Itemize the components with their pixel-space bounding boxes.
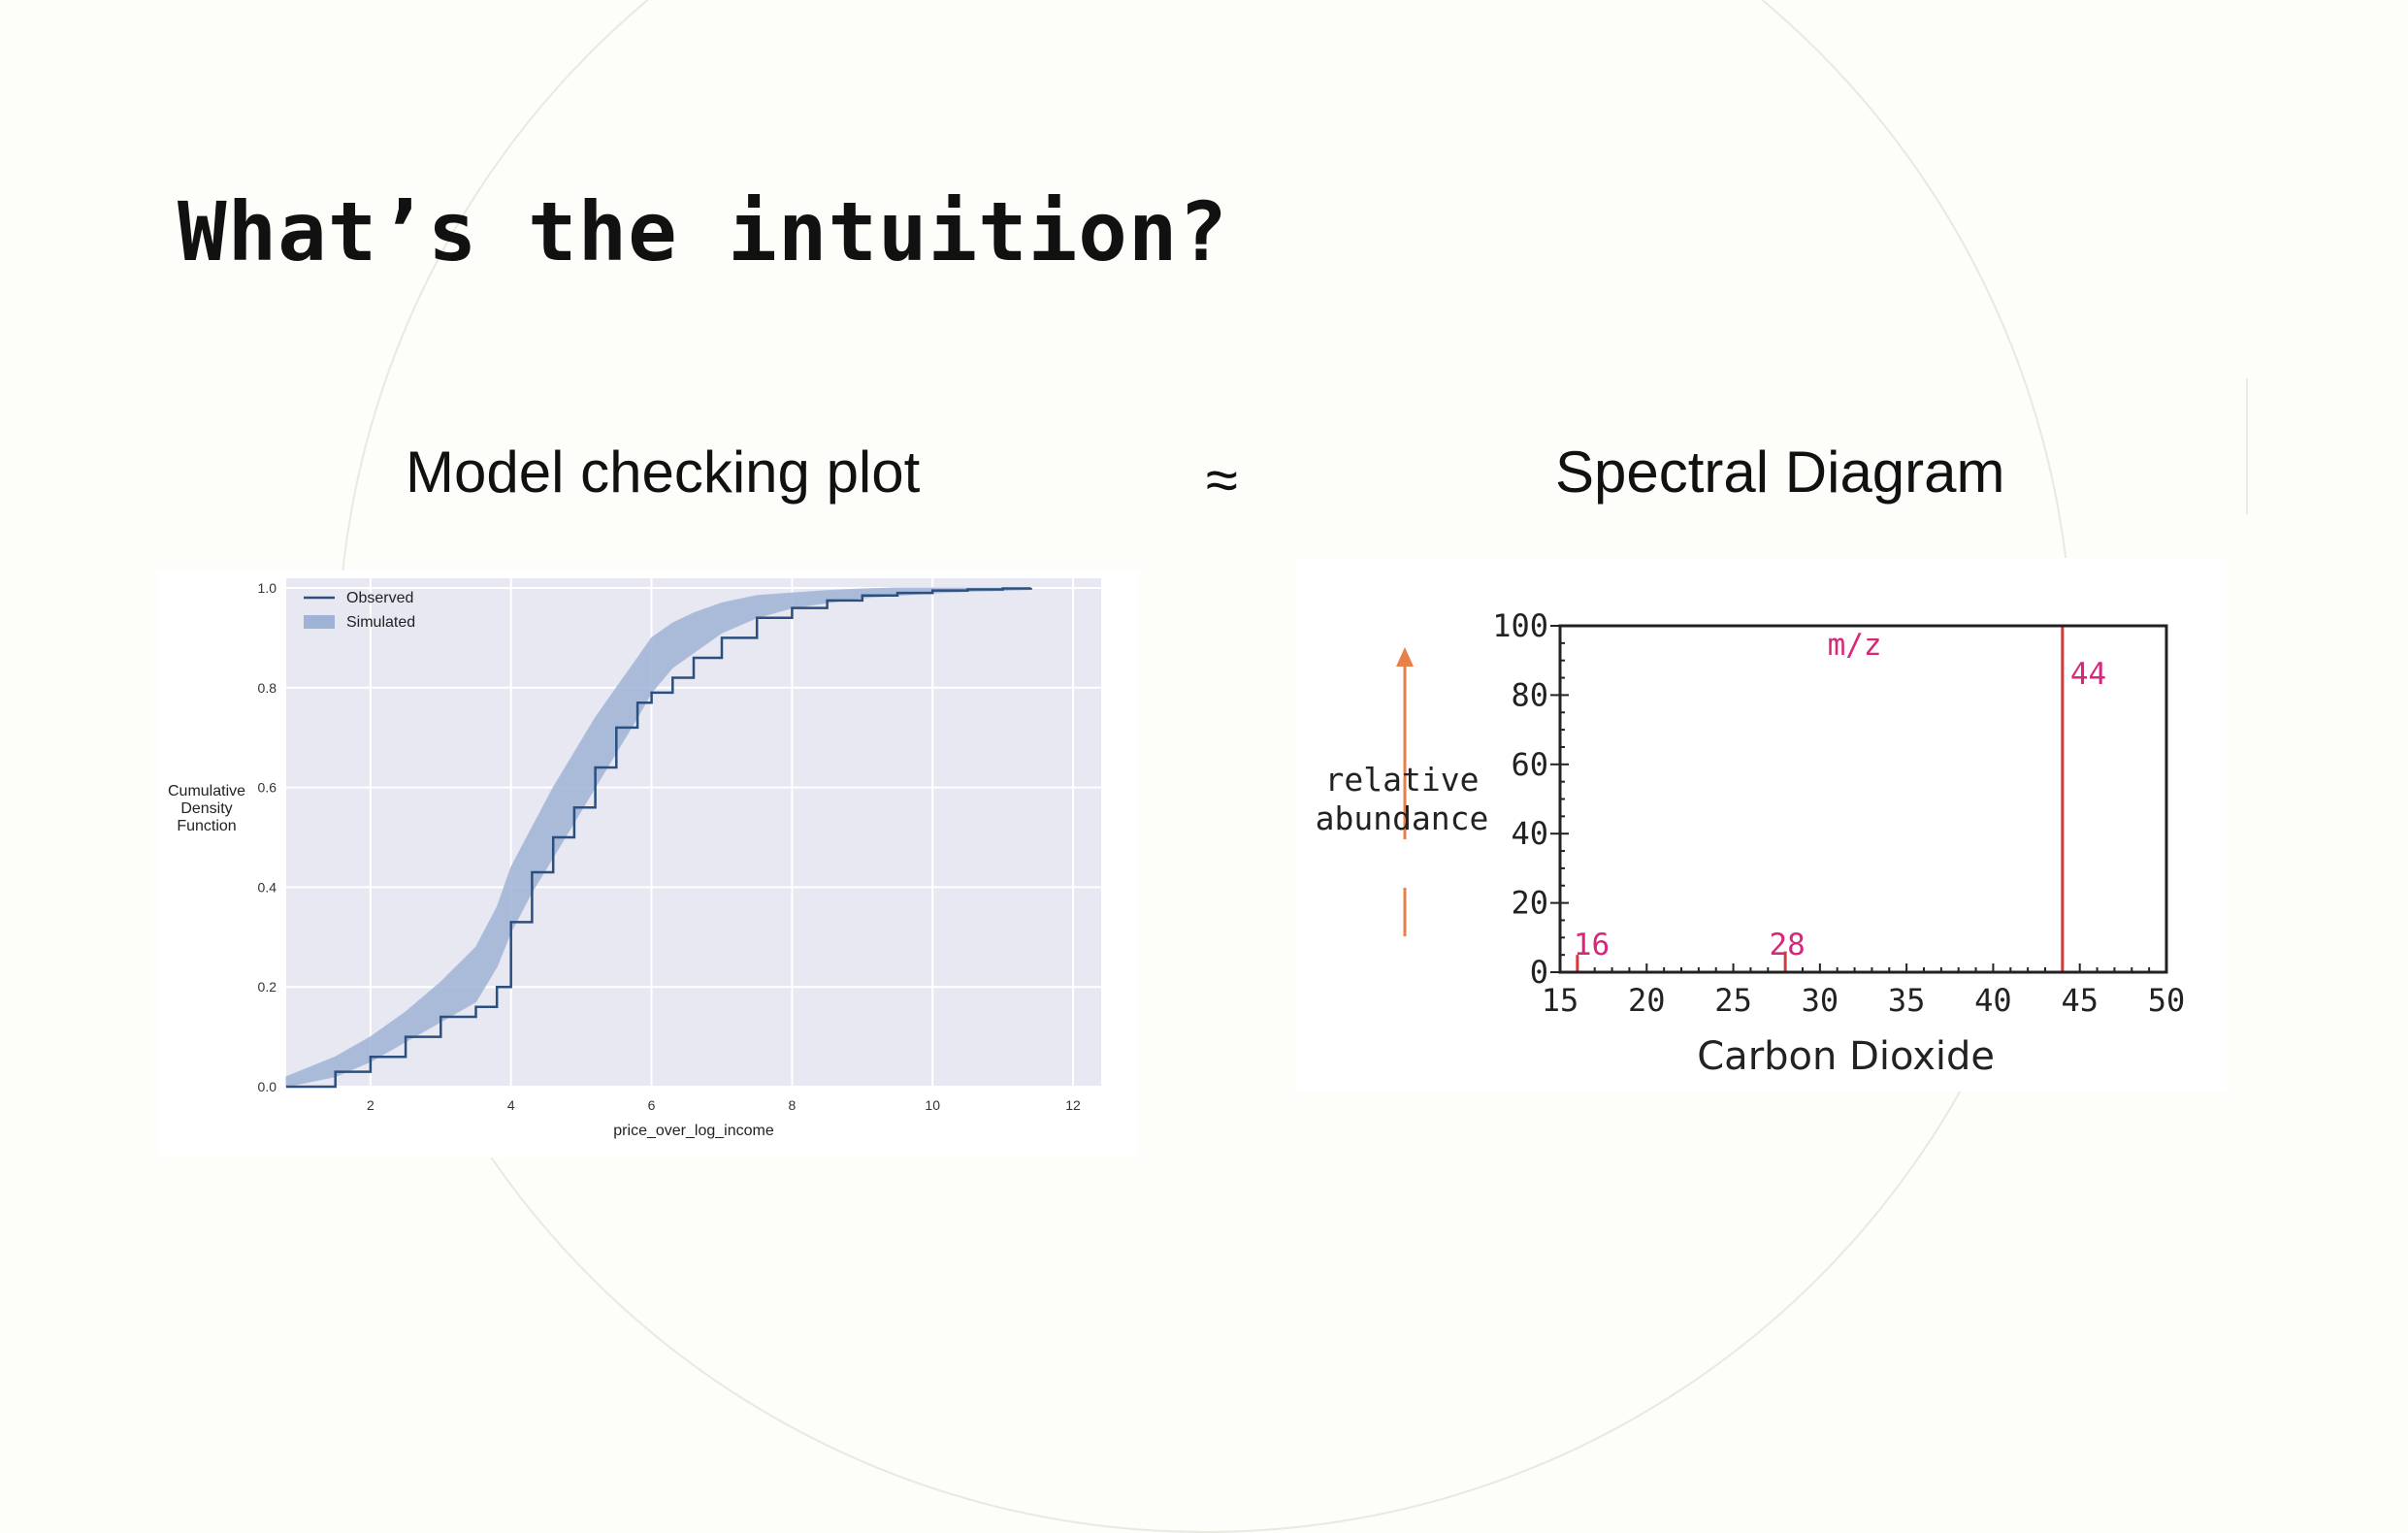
cdf-x-tick-label: 2 [367,1097,374,1113]
cdf-x-tick-label: 8 [788,1097,796,1113]
cdf-x-tick-label: 12 [1065,1097,1081,1113]
cdf-x-tick-label: 4 [507,1097,515,1113]
spectrum-y-tick-label: 100 [1492,607,1548,644]
spectrum-y-axis-label: relative [1325,761,1480,799]
spectrum-chart-background [1295,558,2227,1092]
spectrum-x-tick-label: 20 [1628,982,1666,1019]
cdf-y-tick-label: 0.0 [258,1079,277,1094]
cdf-y-axis-label: Density [180,800,232,817]
cdf-y-tick-label: 0.4 [258,879,277,895]
spectrum-x-axis-label: m/z [1828,628,1882,663]
approx-symbol: ≈ [1206,447,1238,512]
spectrum-x-tick-label: 15 [1542,982,1579,1019]
cdf-y-axis-label: Cumulative [168,783,245,799]
spectrum-peak-label: 44 [2070,657,2106,692]
spectrum-x-tick-label: 30 [1802,982,1839,1019]
spectrum-x-tick-label: 25 [1714,982,1752,1019]
up-arrow-icon [1396,647,1414,667]
cdf-x-axis-label: price_over_log_income [613,1123,774,1139]
slide-title: What’s the intuition? [178,184,1229,279]
spectrum-x-tick-label: 50 [2148,982,2186,1019]
observed-series-line [286,587,1032,1089]
cdf-y-tick-label: 0.2 [258,979,277,995]
legend-observed-label: Observed [346,590,413,606]
spectrum-y-tick-label: 0 [1530,954,1548,991]
spectrum-x-tick-label: 40 [1974,982,2012,1019]
model-checking-heading: Model checking plot [406,440,921,505]
cdf-y-tick-label: 1.0 [258,580,277,596]
legend-simulated-swatch [304,615,335,629]
model-checking-cdf-chart: 2 4 6 8 10 12 0.0 0.2 0.4 0.6 0.8 1.0 price_over_log… [158,571,1138,1158]
spectrum-y-tick-label: 40 [1511,815,1548,852]
spectrum-y-tick-label: 20 [1511,885,1548,922]
spectral-diagram-heading: Spectral Diagram [1555,440,2005,505]
cdf-y-tick-label: 0.6 [258,780,277,796]
spectrum-title: Carbon Dioxide [1697,1034,1995,1079]
spectrum-x-tick-label: 35 [1888,982,1926,1019]
spectrum-y-tick-label: 80 [1511,676,1548,713]
spectrum-peak-label: 16 [1574,928,1610,962]
cdf-x-tick-label: 10 [925,1097,940,1113]
cdf-y-tick-label: 0.8 [258,680,277,696]
spectrum-peak-label: 28 [1769,928,1805,962]
background-line-decoration [2246,378,2248,514]
spectrum-y-axis-label: abundance [1316,799,1489,837]
spectrum-x-tick-label: 45 [2061,982,2099,1019]
co2-mass-spectrum-chart: 15 20 25 30 35 40 45 50 0 20 40 60 80 100 16 28 44 m/z Car… [1295,558,2227,1092]
legend-simulated-label: Simulated [346,614,415,631]
spectrum-y-tick-label: 60 [1511,746,1548,783]
cdf-y-axis-label: Function [177,818,236,834]
spectrum-plot-frame [1558,624,2168,974]
cdf-x-tick-label: 6 [648,1097,656,1113]
